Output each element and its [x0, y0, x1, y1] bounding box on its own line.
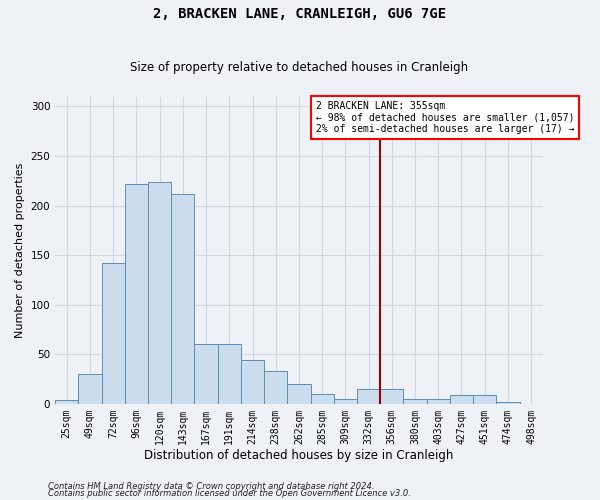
Bar: [55, 400, 79, 404]
Bar: [473, 395, 496, 404]
Bar: [287, 384, 311, 404]
Bar: [311, 394, 334, 404]
Bar: [427, 399, 450, 404]
Bar: [241, 360, 264, 404]
Bar: [450, 395, 473, 404]
Text: 2, BRACKEN LANE, CRANLEIGH, GU6 7GE: 2, BRACKEN LANE, CRANLEIGH, GU6 7GE: [154, 8, 446, 22]
Y-axis label: Number of detached properties: Number of detached properties: [15, 162, 25, 338]
Bar: [218, 344, 241, 404]
Bar: [125, 184, 148, 404]
Bar: [79, 374, 101, 404]
Bar: [171, 194, 194, 404]
Text: Contains HM Land Registry data © Crown copyright and database right 2024.: Contains HM Land Registry data © Crown c…: [48, 482, 374, 491]
Bar: [194, 344, 218, 404]
Bar: [264, 371, 287, 404]
Bar: [148, 182, 171, 404]
Title: Size of property relative to detached houses in Cranleigh: Size of property relative to detached ho…: [130, 62, 468, 74]
Bar: [101, 263, 125, 404]
X-axis label: Distribution of detached houses by size in Cranleigh: Distribution of detached houses by size …: [144, 450, 454, 462]
Bar: [357, 389, 380, 404]
Bar: [380, 389, 403, 404]
Text: 2 BRACKEN LANE: 355sqm
← 98% of detached houses are smaller (1,057)
2% of semi-d: 2 BRACKEN LANE: 355sqm ← 98% of detached…: [316, 101, 575, 134]
Bar: [334, 399, 357, 404]
Text: Contains public sector information licensed under the Open Government Licence v3: Contains public sector information licen…: [48, 489, 411, 498]
Bar: [403, 399, 427, 404]
Bar: [496, 402, 520, 404]
